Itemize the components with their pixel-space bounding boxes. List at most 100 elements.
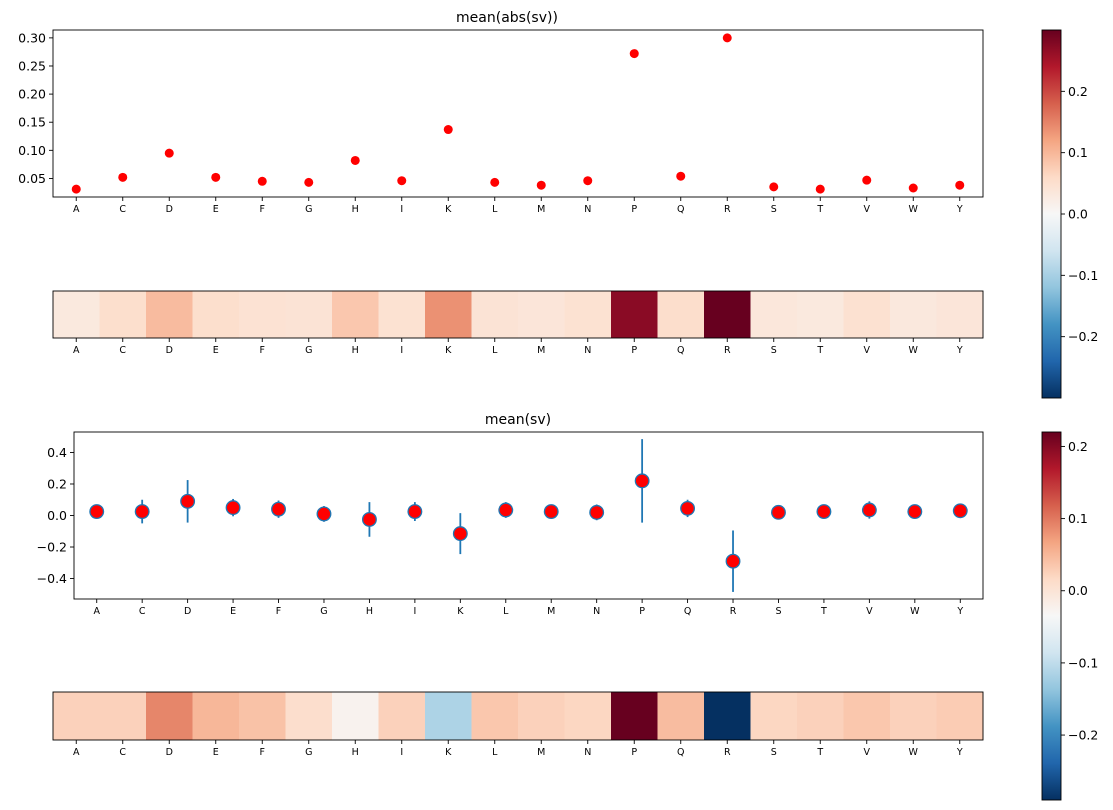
x-tick-label: Y — [956, 345, 963, 356]
abs-heatmap-cells — [53, 291, 984, 338]
x-tick-label: M — [537, 204, 545, 215]
abs-scatter-panel: mean(abs(sv)) 0.05 0.10 0.15 0.20 0.25 0.30 A… — [18, 10, 984, 215]
x-tick-label: V — [864, 204, 871, 215]
x-tick-label: N — [584, 345, 591, 356]
x-tick-label: L — [492, 204, 498, 215]
heatmap-cell — [843, 291, 891, 338]
x-tick-label: P — [631, 747, 637, 758]
x-tick-label: N — [584, 204, 591, 215]
x-tick-label: H — [366, 606, 373, 617]
x-tick-label: R — [730, 606, 737, 617]
data-point — [908, 183, 918, 193]
x-tick-label: A — [73, 345, 80, 356]
data-point — [452, 526, 468, 542]
x-tick-label: T — [816, 204, 823, 215]
x-tick-label: M — [547, 606, 555, 617]
heatmap-cell — [378, 692, 426, 740]
x-tick-label: P — [631, 345, 637, 356]
x-tick-label: C — [119, 204, 126, 215]
y-tick-label: −0.2 — [37, 540, 67, 555]
x-tick-label: E — [213, 747, 219, 758]
data-point — [361, 511, 377, 527]
heatmap-cell — [99, 291, 147, 338]
x-tick-label: G — [305, 204, 312, 215]
data-point — [89, 504, 105, 520]
data-point — [443, 125, 453, 135]
x-tick-label: Y — [956, 747, 963, 758]
y-tick-label: 0.30 — [18, 30, 46, 45]
x-tick-label: E — [213, 204, 219, 215]
x-tick-label: I — [400, 204, 403, 215]
x-tick-label: Q — [677, 747, 684, 758]
x-tick-label: G — [320, 606, 327, 617]
x-tick-label: D — [166, 345, 173, 356]
colorbar-bottom-ticks: 0.2 0.1 0.0 −0.1 −0.2 — [1061, 439, 1098, 743]
abs-heatmap-frame — [52, 290, 984, 339]
data-point — [725, 553, 741, 569]
heatmap-cell — [285, 692, 333, 740]
heatmap-cell — [657, 291, 705, 338]
data-point — [211, 172, 221, 182]
heatmap-cell — [471, 692, 519, 740]
mean-scatter-points — [89, 473, 968, 569]
data-point — [180, 493, 196, 509]
x-tick-label: Y — [956, 606, 963, 617]
x-tick-label: F — [260, 345, 265, 356]
x-tick-label: N — [584, 747, 591, 758]
heatmap-cell — [890, 692, 937, 740]
mean-heatmap-frame — [52, 691, 984, 741]
x-tick-label: Q — [677, 204, 684, 215]
x-tick-label: R — [724, 204, 731, 215]
data-point — [589, 504, 605, 520]
x-tick-label: Q — [684, 606, 691, 617]
heatmap-cell — [657, 692, 705, 740]
colorbar-tick-label: 0.2 — [1068, 84, 1088, 99]
colorbar-tick-label: −0.1 — [1068, 655, 1098, 670]
x-tick-label: I — [400, 345, 403, 356]
x-tick-label: Y — [956, 204, 963, 215]
heatmap-cell — [750, 692, 798, 740]
y-tick-label: 0.05 — [18, 171, 46, 186]
heatmap-cell — [704, 291, 751, 338]
data-point — [164, 148, 174, 158]
data-point — [815, 184, 825, 194]
x-tick-label: P — [631, 204, 637, 215]
data-point — [583, 176, 593, 186]
data-point — [257, 176, 267, 186]
colorbar-tick-label: 0.0 — [1068, 583, 1088, 598]
data-point — [722, 33, 732, 43]
heatmap-cell — [564, 692, 612, 740]
mean-scatter-axes-frame — [73, 431, 984, 600]
colorbar-bottom: 0.2 0.1 0.0 −0.1 −0.2 — [1041, 431, 1098, 801]
data-point — [771, 504, 786, 520]
x-tick-label: T — [816, 747, 823, 758]
heatmap-cell — [425, 692, 472, 740]
abs-scatter-points — [71, 33, 965, 194]
data-point — [490, 177, 500, 187]
data-point — [134, 504, 150, 520]
data-point — [304, 177, 314, 187]
colorbar-tick-label: 0.0 — [1068, 207, 1088, 222]
heatmap-cell — [797, 291, 844, 338]
x-tick-label: H — [352, 204, 359, 215]
x-tick-label: T — [820, 606, 827, 617]
x-tick-label: D — [184, 606, 191, 617]
x-tick-label: C — [139, 606, 146, 617]
data-point — [271, 501, 286, 517]
x-tick-label: K — [445, 345, 452, 356]
heatmap-cell — [192, 692, 240, 740]
heatmap-cell — [146, 692, 193, 740]
colorbar-top: 0.2 0.1 0.0 −0.1 −0.2 — [1041, 29, 1098, 399]
colorbar-tick-label: 0.2 — [1068, 439, 1088, 454]
y-tick-label: 0.4 — [47, 445, 67, 460]
x-tick-label: M — [537, 345, 545, 356]
x-tick-label: S — [775, 606, 781, 617]
x-tick-label: I — [413, 606, 416, 617]
